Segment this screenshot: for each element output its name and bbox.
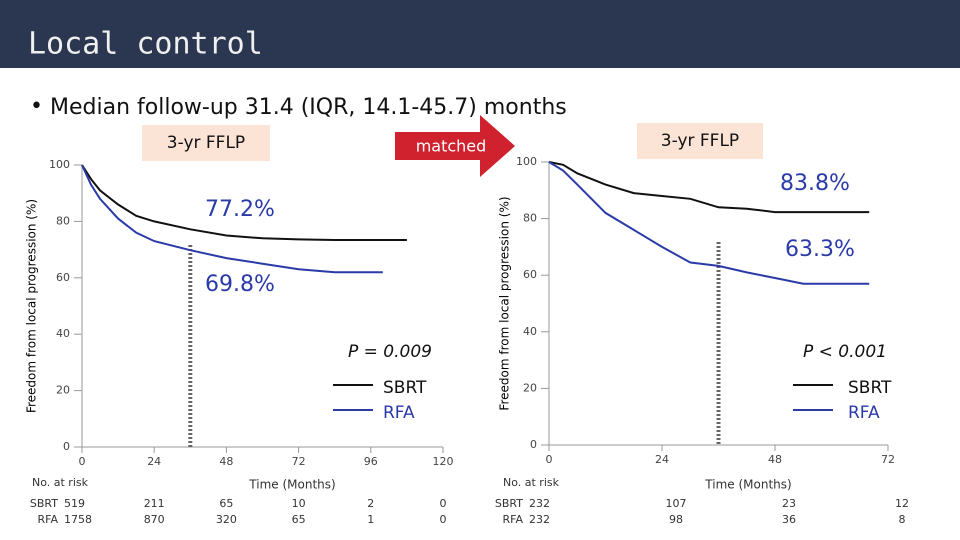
y-tick-label: 20 (523, 381, 537, 394)
legend-label: RFA (383, 403, 415, 423)
risk-count: 36 (782, 513, 796, 526)
risk-count: 211 (144, 497, 165, 510)
risk-count: 8 (899, 513, 906, 526)
arrow-label: matched (416, 137, 487, 156)
y-tick-label: 40 (523, 325, 537, 338)
p-value: P = 0.009 (348, 342, 432, 362)
risk-row-name: RFA (38, 513, 59, 526)
x-tick-label: 96 (364, 455, 378, 468)
y-axis-label: Freedom from local progression (%) (498, 196, 512, 410)
x-tick-label: 0 (79, 455, 86, 468)
risk-row-name: SBRT (495, 497, 523, 510)
x-tick-label: 72 (881, 453, 895, 466)
survival-curve (81, 164, 407, 241)
risk-count: 107 (666, 497, 687, 510)
y-tick-label: 80 (523, 212, 537, 225)
x-tick-label: 24 (147, 455, 161, 468)
box-label: 3-yr FFLP (167, 133, 245, 153)
risk-count: 2 (367, 497, 374, 510)
risk-count: 23 (782, 497, 796, 510)
risk-row-name: SBRT (30, 497, 58, 510)
box-label: 3-yr FFLP (661, 131, 739, 151)
survival-curve (81, 164, 383, 274)
annotation: 69.8% (205, 272, 275, 297)
survival-curve (548, 161, 870, 214)
x-axis-label: Time (Months) (248, 478, 335, 492)
header-band (0, 0, 960, 68)
risk-count: 0 (440, 497, 447, 510)
label-box (142, 125, 270, 161)
matched-arrow (395, 115, 515, 177)
y-tick-label: 60 (523, 268, 537, 281)
y-tick-label: 20 (56, 384, 70, 397)
x-tick-label: 72 (292, 455, 306, 468)
x-axis-label: Time (Months) (704, 478, 791, 492)
risk-count: 10 (292, 497, 306, 510)
legend-label: SBRT (383, 378, 427, 398)
risk-row-name: RFA (503, 513, 524, 526)
slide-title: Local control (28, 27, 263, 62)
annotation: 77.2% (205, 197, 275, 222)
risk-count: 232 (529, 513, 550, 526)
risk-count: 98 (669, 513, 683, 526)
risk-count: 320 (216, 513, 237, 526)
risk-count: 232 (529, 497, 550, 510)
risk-count: 65 (292, 513, 306, 526)
risk-count: 1758 (64, 513, 92, 526)
x-tick-label: 0 (546, 453, 553, 466)
y-tick-label: 0 (530, 438, 537, 451)
y-tick-label: 60 (56, 271, 70, 284)
survival-curve (548, 161, 870, 285)
annotation: 63.3% (785, 237, 855, 262)
y-tick-label: 100 (516, 155, 537, 168)
bullet-dot: • (30, 94, 43, 119)
risk-count: 519 (64, 497, 85, 510)
risk-count: 870 (144, 513, 165, 526)
y-tick-label: 80 (56, 214, 70, 227)
x-tick-label: 48 (768, 453, 782, 466)
p-value: P < 0.001 (803, 342, 887, 362)
x-tick-label: 48 (219, 455, 233, 468)
bullet-text: Median follow-up 31.4 (IQR, 14.1-45.7) m… (50, 95, 567, 120)
x-tick-label: 120 (433, 455, 454, 468)
y-tick-label: 40 (56, 327, 70, 340)
y-tick-label: 0 (63, 440, 70, 453)
label-box (637, 123, 763, 159)
legend-label: RFA (848, 403, 880, 423)
risk-count: 12 (895, 497, 909, 510)
risk-title: No. at risk (503, 476, 560, 489)
risk-count: 1 (367, 513, 374, 526)
risk-title: No. at risk (32, 476, 89, 489)
risk-count: 0 (440, 513, 447, 526)
x-tick-label: 24 (655, 453, 669, 466)
y-axis-label: Freedom from local progression (%) (25, 199, 39, 413)
annotation: 83.8% (780, 171, 850, 196)
legend-label: SBRT (848, 378, 892, 398)
y-tick-label: 100 (49, 158, 70, 171)
risk-count: 65 (219, 497, 233, 510)
